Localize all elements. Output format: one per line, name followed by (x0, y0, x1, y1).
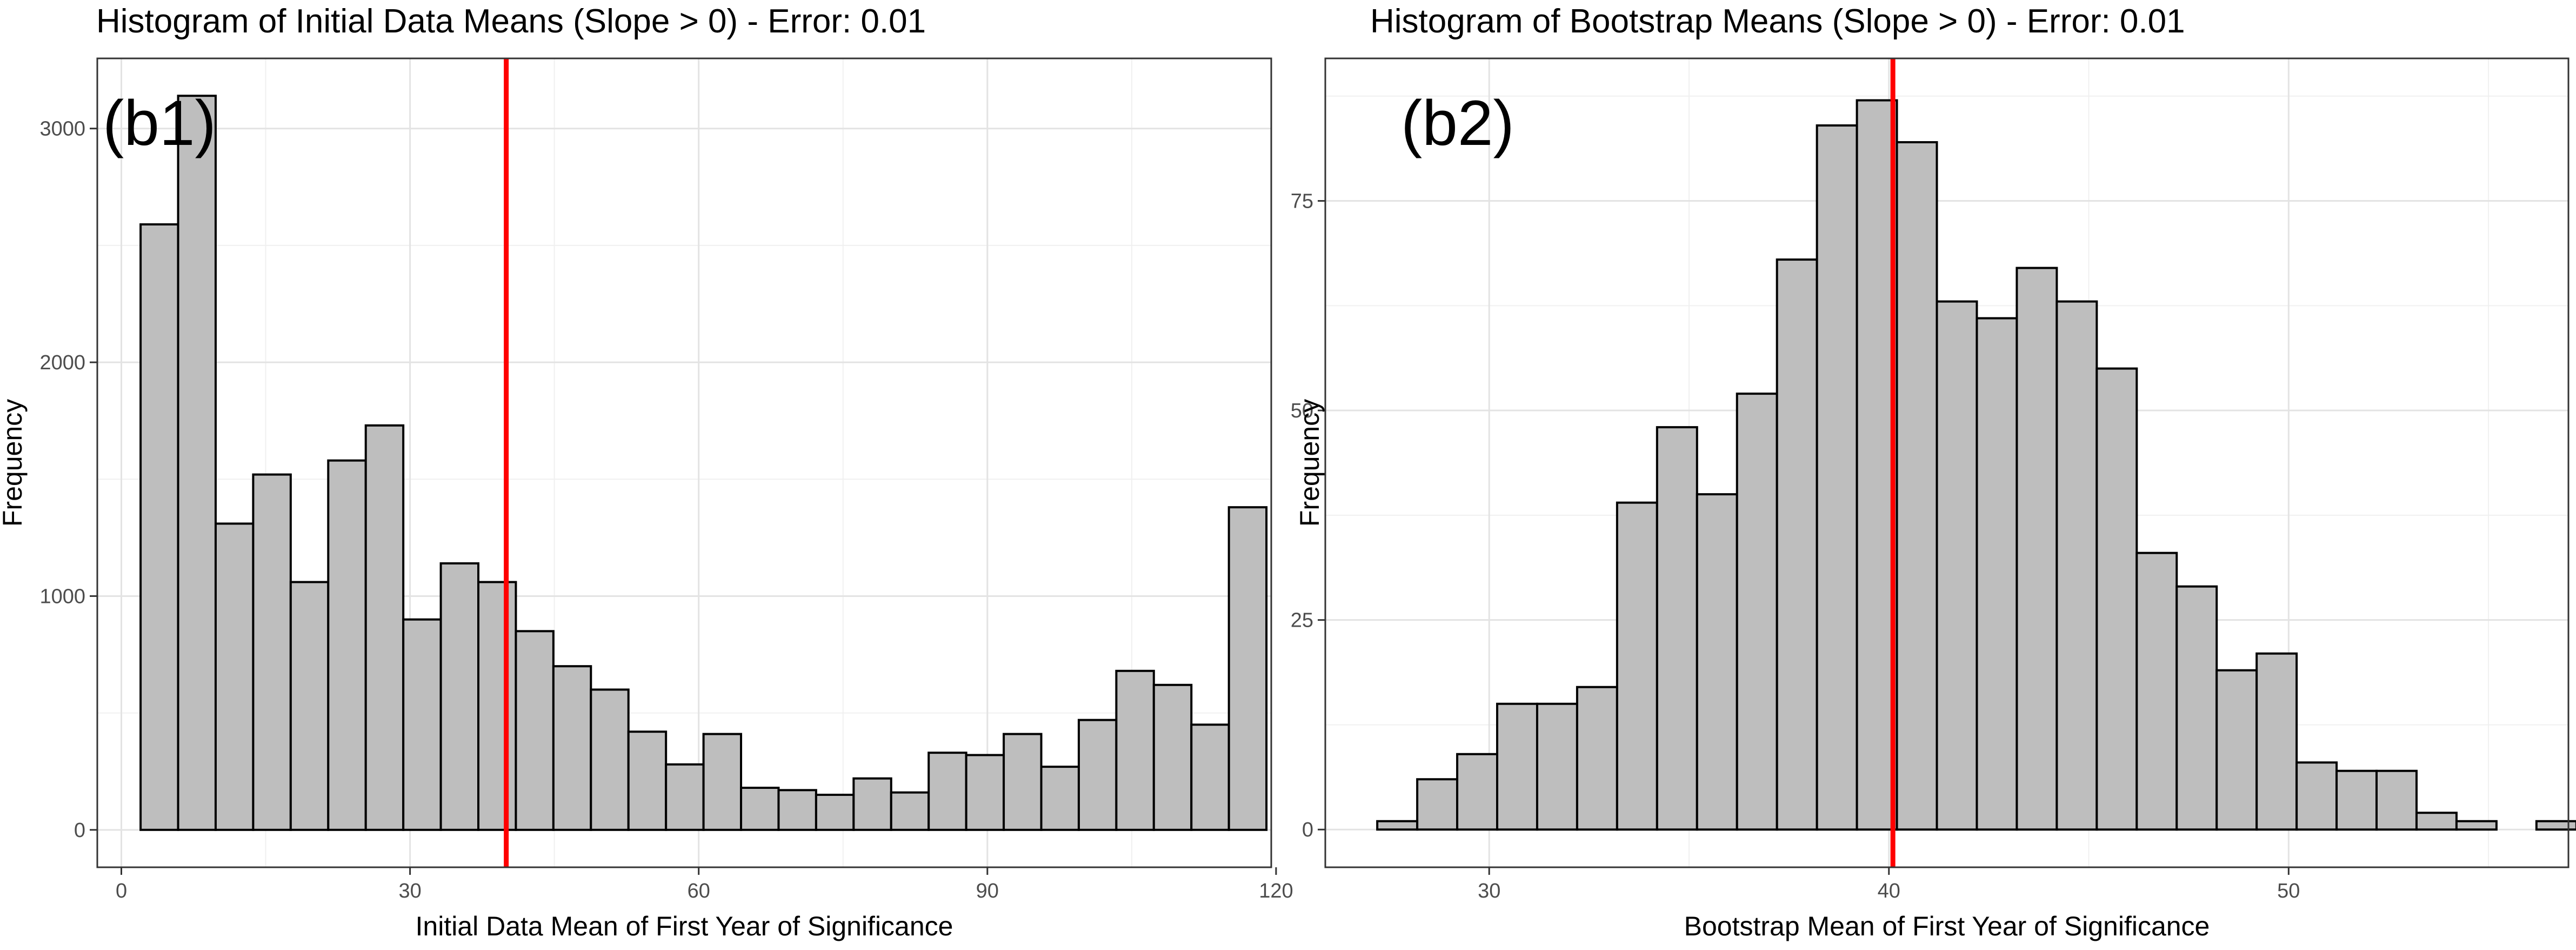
histogram-panel-b2: 30 40 50 0 25 50 75 Histogram of Bootstrap Mea… (1291, 3, 2576, 941)
y-axis-title: Frequency (1294, 399, 1325, 527)
histogram-bar (1656, 426, 1698, 831)
histogram-bar (402, 618, 442, 831)
x-tick-label: 30 (398, 880, 421, 902)
histogram-bar (2335, 769, 2378, 831)
histogram-bar (1696, 493, 1738, 831)
histogram-bar (177, 95, 217, 831)
histogram-bar (1736, 393, 1778, 831)
histogram-bar (252, 473, 292, 831)
histogram-bar (1152, 683, 1193, 831)
axis-ticks: 30 40 50 0 25 50 75 (1291, 190, 2300, 902)
histogram-bar (1227, 506, 1268, 831)
histogram-bar (1936, 300, 1978, 831)
x-tick-label: 50 (2277, 880, 2300, 902)
histogram-bar (327, 459, 367, 831)
histogram-bar (2375, 769, 2418, 831)
histogram-bar (2295, 761, 2338, 831)
y-tick-label: 75 (1291, 190, 1313, 213)
y-tick-label: 1000 (39, 585, 85, 608)
x-tick-label: 40 (1878, 880, 1900, 902)
histogram-bar (515, 630, 555, 831)
histogram-bar (1816, 124, 1858, 831)
histogram-bar (740, 786, 780, 831)
histogram-bar (1856, 99, 1898, 831)
x-tick-label: 120 (1259, 880, 1293, 902)
histogram-bar (590, 688, 630, 831)
histogram-bar (927, 752, 967, 831)
histogram-bar (1040, 766, 1080, 831)
histogram-bar (2095, 367, 2138, 831)
histogram-bar (477, 581, 517, 831)
histogram-bar (1616, 501, 1658, 831)
y-tick-label: 50 (1291, 400, 1313, 422)
x-tick-label: 60 (688, 880, 710, 902)
histogram-bar (1496, 702, 1538, 831)
y-tick-label: 3000 (39, 118, 85, 141)
histogram-bar (2255, 652, 2298, 831)
histogram-bar (289, 581, 330, 831)
histogram-bar (965, 754, 1005, 831)
histogram-bar (1536, 702, 1578, 831)
histogram-bar (815, 793, 855, 831)
x-axis-title: Initial Data Mean of First Year of Signi… (416, 911, 953, 941)
y-tick-label: 0 (1302, 819, 1313, 841)
x-tick-label: 30 (1478, 880, 1500, 902)
histogram-bar (852, 777, 892, 831)
panel-label: (b1) (103, 88, 216, 159)
histogram-bar (1003, 733, 1043, 831)
histogram-bar (702, 733, 743, 831)
histogram-bar (665, 763, 705, 831)
x-tick-label: 90 (976, 880, 999, 902)
histogram-bar (2056, 300, 2098, 831)
y-tick-label: 2000 (39, 351, 85, 374)
plot-border (96, 57, 1272, 868)
histogram-bar (1077, 719, 1118, 831)
x-axis-title: Bootstrap Mean of First Year of Signific… (1684, 911, 2210, 941)
histogram-bar (890, 791, 930, 831)
histogram-bar (627, 730, 668, 831)
histogram-bar (1416, 778, 1459, 831)
histogram-bar (139, 223, 179, 831)
histogram-bar (777, 789, 817, 831)
histogram-bar (2535, 820, 2576, 831)
histogram-bar (552, 665, 592, 831)
y-tick-label: 25 (1291, 609, 1313, 632)
histogram-bar (2415, 812, 2458, 831)
chart-title: Histogram of Bootstrap Means (Slope > 0)… (1370, 3, 2185, 40)
histogram-bar (2175, 585, 2218, 831)
histogram-bar (1115, 669, 1155, 831)
bars (1376, 99, 2576, 831)
x-tick-label: 0 (116, 880, 127, 902)
panel-label: (b2) (1401, 88, 1514, 159)
y-axis-title: Frequency (0, 399, 28, 527)
histogram-bar (364, 424, 405, 831)
histogram-bar (2135, 552, 2178, 831)
histogram-bar (2455, 820, 2498, 831)
histogram-bar (1456, 753, 1499, 831)
histogram-bar (1376, 820, 1419, 831)
histogram-bar (1896, 141, 1938, 831)
histogram-bar (214, 522, 255, 831)
histogram-bar (1190, 723, 1230, 831)
bars (139, 95, 1268, 831)
plot-border (1324, 57, 2570, 868)
histogram-bar (1776, 258, 1818, 831)
histogram-bar (1976, 317, 2018, 831)
axis-ticks: 0 30 60 90 120 0 1000 2000 3000 (39, 118, 1293, 902)
chart-title: Histogram of Initial Data Means (Slope >… (96, 3, 926, 40)
histogram-bar (2016, 267, 2058, 831)
histogram-bar (1576, 686, 1618, 831)
y-tick-label: 0 (74, 819, 85, 842)
histogram-bar (439, 562, 480, 831)
histogram-bar (2215, 669, 2258, 831)
histogram-panel-b1: 0 30 60 90 120 0 1000 2000 3000 Histogram of Ini… (0, 3, 1293, 941)
